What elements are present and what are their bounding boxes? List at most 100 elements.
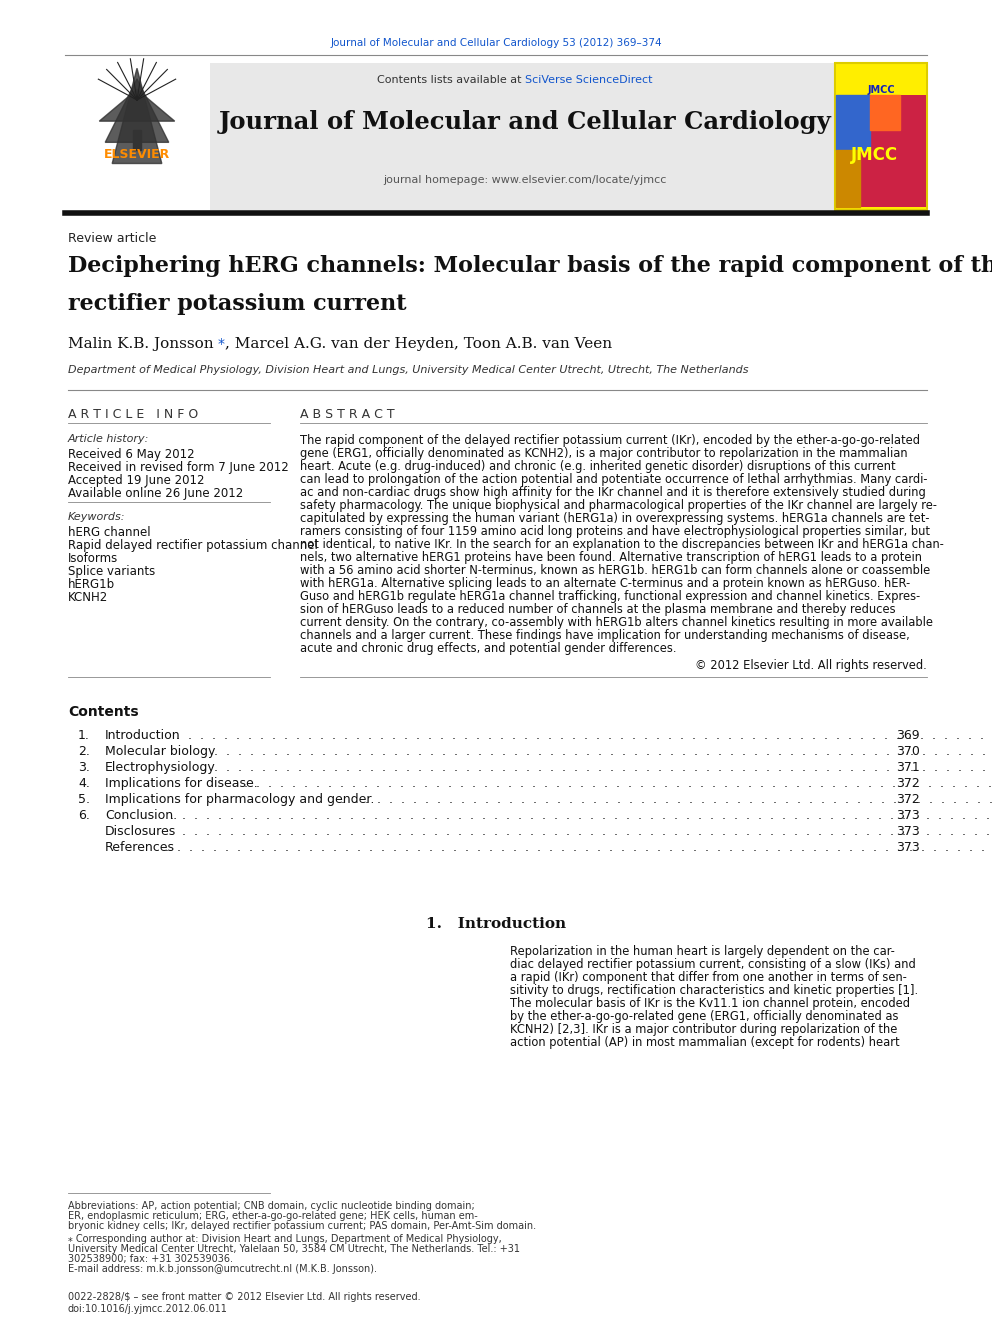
Text: 2.: 2.	[78, 745, 90, 758]
Text: E-mail address: m.k.b.jonsson@umcutrecht.nl (M.K.B. Jonsson).: E-mail address: m.k.b.jonsson@umcutrecht…	[68, 1263, 377, 1274]
Text: University Medical Center Utrecht, Yalelaan 50, 3584 CM Utrecht, The Netherlands: University Medical Center Utrecht, Yalel…	[68, 1244, 520, 1254]
Text: 1.: 1.	[78, 729, 90, 742]
Text: action potential (AP) in most mammalian (except for rodents) heart: action potential (AP) in most mammalian …	[510, 1036, 900, 1049]
Text: Received 6 May 2012: Received 6 May 2012	[68, 448, 194, 460]
Text: JMCC: JMCC	[867, 85, 895, 95]
Polygon shape	[870, 95, 900, 130]
Text: JMCC: JMCC	[851, 146, 899, 164]
Text: 372: 372	[896, 777, 920, 790]
Text: acute and chronic drug effects, and potential gender differences.: acute and chronic drug effects, and pote…	[300, 642, 677, 655]
Text: Conclusion.: Conclusion.	[105, 808, 178, 822]
Text: sion of hERGuso leads to a reduced number of channels at the plasma membrane and: sion of hERGuso leads to a reduced numbe…	[300, 603, 896, 617]
Text: .  .  .  .  .  .  .  .  .  .  .  .  .  .  .  .  .  .  .  .  .  .  .  .  .  .  . : . . . . . . . . . . . . . . . . . . . . …	[172, 729, 992, 742]
Text: Keywords:: Keywords:	[68, 512, 126, 523]
Text: Department of Medical Physiology, Division Heart and Lungs, University Medical C: Department of Medical Physiology, Divisi…	[68, 365, 749, 374]
Text: A B S T R A C T: A B S T R A C T	[300, 407, 395, 421]
Text: Received in revised form 7 June 2012: Received in revised form 7 June 2012	[68, 460, 289, 474]
Text: Accepted 19 June 2012: Accepted 19 June 2012	[68, 474, 204, 487]
Text: .  .  .  .  .  .  .  .  .  .  .  .  .  .  .  .  .  .  .  .  .  .  .  .  .  .  . : . . . . . . . . . . . . . . . . . . . . …	[161, 841, 992, 855]
Text: KCNH2: KCNH2	[68, 591, 108, 605]
Text: Implications for disease.: Implications for disease.	[105, 777, 258, 790]
Text: 6.: 6.	[78, 808, 90, 822]
Text: Contents: Contents	[68, 705, 139, 718]
FancyBboxPatch shape	[210, 64, 835, 210]
Text: rectifier potassium current: rectifier potassium current	[68, 292, 407, 315]
Text: 0022-2828/$ – see front matter © 2012 Elsevier Ltd. All rights reserved.: 0022-2828/$ – see front matter © 2012 El…	[68, 1293, 421, 1302]
Text: , Marcel A.G. van der Heyden, Toon A.B. van Veen: , Marcel A.G. van der Heyden, Toon A.B. …	[225, 337, 612, 351]
Text: with a 56 amino acid shorter N-terminus, known as hERG1b. hERG1b can form channe: with a 56 amino acid shorter N-terminus,…	[300, 564, 930, 577]
Text: ⁎: ⁎	[218, 333, 225, 348]
Text: Abbreviations: AP, action potential; CNB domain, cyclic nucleotide binding domai: Abbreviations: AP, action potential; CNB…	[68, 1201, 475, 1211]
Text: bryonic kidney cells; IKr, delayed rectifier potassium current; PAS domain, Per-: bryonic kidney cells; IKr, delayed recti…	[68, 1221, 536, 1230]
Text: Implications for pharmacology and gender.: Implications for pharmacology and gender…	[105, 792, 374, 806]
Text: Journal of Molecular and Cellular Cardiology 53 (2012) 369–374: Journal of Molecular and Cellular Cardio…	[330, 38, 662, 48]
Text: with hERG1a. Alternative splicing leads to an alternate C-terminus and a protein: with hERG1a. Alternative splicing leads …	[300, 577, 911, 590]
Text: ELSEVIER: ELSEVIER	[104, 148, 170, 161]
Text: A R T I C L E   I N F O: A R T I C L E I N F O	[68, 407, 198, 421]
Text: current density. On the contrary, co-assembly with hERG1b alters channel kinetic: current density. On the contrary, co-ass…	[300, 617, 933, 628]
Text: can lead to prolongation of the action potential and potentiate occurrence of le: can lead to prolongation of the action p…	[300, 474, 928, 486]
Text: sitivity to drugs, rectification characteristics and kinetic properties [1].: sitivity to drugs, rectification charact…	[510, 984, 919, 998]
Text: safety pharmacology. The unique biophysical and pharmacological properties of th: safety pharmacology. The unique biophysi…	[300, 499, 937, 512]
Text: 373: 373	[896, 841, 920, 855]
Polygon shape	[836, 95, 870, 149]
Text: .  .  .  .  .  .  .  .  .  .  .  .  .  .  .  .  .  .  .  .  .  .  .  .  .  .  . : . . . . . . . . . . . . . . . . . . . . …	[325, 792, 992, 806]
Text: The rapid component of the delayed rectifier potassium current (IKr), encoded by: The rapid component of the delayed recti…	[300, 434, 920, 447]
Text: a rapid (IKr) component that differ from one another in terms of sen-: a rapid (IKr) component that differ from…	[510, 971, 907, 984]
Polygon shape	[133, 130, 141, 149]
Text: 4.: 4.	[78, 777, 90, 790]
Text: Malin K.B. Jonsson: Malin K.B. Jonsson	[68, 337, 218, 351]
Text: .  .  .  .  .  .  .  .  .  .  .  .  .  .  .  .  .  .  .  .  .  .  .  .  .  .  . : . . . . . . . . . . . . . . . . . . . . …	[198, 761, 992, 774]
Text: 370: 370	[896, 745, 920, 758]
Text: Article history:: Article history:	[68, 434, 150, 445]
Text: Journal of Molecular and Cellular Cardiology: Journal of Molecular and Cellular Cardio…	[218, 110, 831, 134]
Text: 372: 372	[896, 792, 920, 806]
Text: Review article: Review article	[68, 232, 157, 245]
Polygon shape	[836, 149, 860, 206]
Text: 371: 371	[896, 761, 920, 774]
Text: 373: 373	[896, 808, 920, 822]
Text: 373: 373	[896, 826, 920, 837]
Polygon shape	[99, 90, 175, 122]
Text: nels, two alternative hERG1 proteins have been found. Alternative transcription : nels, two alternative hERG1 proteins hav…	[300, 550, 922, 564]
Text: KCNH2) [2,3]. IKr is a major contributor during repolarization of the: KCNH2) [2,3]. IKr is a major contributor…	[510, 1023, 898, 1036]
Text: gene (ERG1, officially denominated as KCNH2), is a major contributor to repolari: gene (ERG1, officially denominated as KC…	[300, 447, 908, 460]
Text: Isoforms: Isoforms	[68, 552, 118, 565]
Text: by the ether-a-go-go-related gene (ERG1, officially denominated as: by the ether-a-go-go-related gene (ERG1,…	[510, 1009, 899, 1023]
Text: Rapid delayed rectifier potassium channel: Rapid delayed rectifier potassium channe…	[68, 538, 317, 552]
Text: not identical, to native IKr. In the search for an explanation to the discrepanc: not identical, to native IKr. In the sea…	[300, 538, 943, 550]
Text: capitulated by expressing the human variant (hERG1a) in overexpressing systems. : capitulated by expressing the human vari…	[300, 512, 930, 525]
FancyBboxPatch shape	[65, 64, 210, 210]
Text: Repolarization in the human heart is largely dependent on the car-: Repolarization in the human heart is lar…	[510, 945, 895, 958]
Text: hERG channel: hERG channel	[68, 527, 151, 538]
Text: .  .  .  .  .  .  .  .  .  .  .  .  .  .  .  .  .  .  .  .  .  .  .  .  .  .  . : . . . . . . . . . . . . . . . . . . . . …	[167, 826, 992, 837]
Polygon shape	[105, 79, 169, 143]
Text: Introduction: Introduction	[105, 729, 181, 742]
FancyBboxPatch shape	[836, 67, 926, 90]
Text: heart. Acute (e.g. drug-induced) and chronic (e.g. inherited genetic disorder) d: heart. Acute (e.g. drug-induced) and chr…	[300, 460, 896, 474]
Text: 302538900; fax: +31 302539036.: 302538900; fax: +31 302539036.	[68, 1254, 233, 1263]
FancyBboxPatch shape	[835, 64, 927, 210]
Text: hERG1b: hERG1b	[68, 578, 115, 591]
FancyBboxPatch shape	[836, 95, 926, 206]
Text: Molecular biology: Molecular biology	[105, 745, 215, 758]
Text: Guso and hERG1b regulate hERG1a channel trafficking, functional expression and c: Guso and hERG1b regulate hERG1a channel …	[300, 590, 921, 603]
Text: Deciphering hERG channels: Molecular basis of the rapid component of the delayed: Deciphering hERG channels: Molecular bas…	[68, 255, 992, 277]
Text: Splice variants: Splice variants	[68, 565, 156, 578]
Text: 5.: 5.	[78, 792, 90, 806]
Text: 3.: 3.	[78, 761, 90, 774]
Text: The molecular basis of IKr is the Kv11.1 ion channel protein, encoded: The molecular basis of IKr is the Kv11.1…	[510, 998, 910, 1009]
Text: Contents lists available at: Contents lists available at	[377, 75, 525, 85]
Polygon shape	[112, 69, 162, 164]
Text: 1.   Introduction: 1. Introduction	[426, 917, 566, 931]
Text: © 2012 Elsevier Ltd. All rights reserved.: © 2012 Elsevier Ltd. All rights reserved…	[695, 659, 927, 672]
Text: channels and a larger current. These findings have implication for understanding: channels and a larger current. These fin…	[300, 628, 910, 642]
Text: .  .  .  .  .  .  .  .  .  .  .  .  .  .  .  .  .  .  .  .  .  .  .  .  .  .  . : . . . . . . . . . . . . . . . . . . . . …	[167, 808, 992, 822]
Text: ac and non-cardiac drugs show high affinity for the IKr channel and it is theref: ac and non-cardiac drugs show high affin…	[300, 486, 926, 499]
Text: journal homepage: www.elsevier.com/locate/yjmcc: journal homepage: www.elsevier.com/locat…	[383, 175, 667, 185]
Text: Available online 26 June 2012: Available online 26 June 2012	[68, 487, 243, 500]
Text: .  .  .  .  .  .  .  .  .  .  .  .  .  .  .  .  .  .  .  .  .  .  .  .  .  .  . : . . . . . . . . . . . . . . . . . . . . …	[198, 745, 992, 758]
Text: Electrophysiology: Electrophysiology	[105, 761, 215, 774]
Text: SciVerse ScienceDirect: SciVerse ScienceDirect	[525, 75, 653, 85]
Text: ramers consisting of four 1159 amino acid long proteins and have electrophysiolo: ramers consisting of four 1159 amino aci…	[300, 525, 930, 538]
